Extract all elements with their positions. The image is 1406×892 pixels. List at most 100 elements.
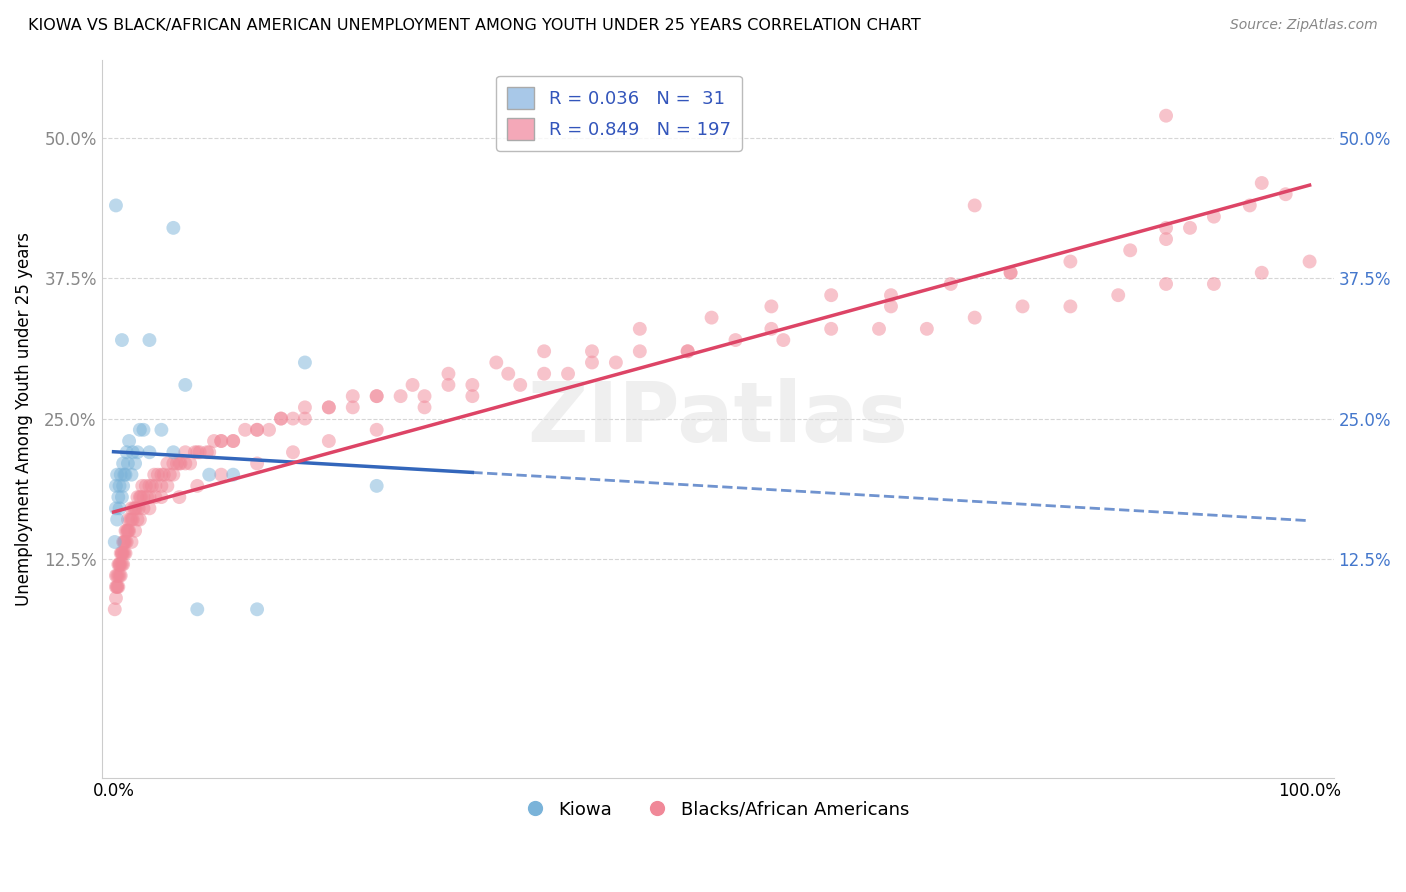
Point <box>366 389 388 403</box>
Point <box>700 310 723 325</box>
Point <box>132 490 155 504</box>
Point <box>880 288 903 302</box>
Point <box>581 344 603 359</box>
Point <box>257 423 280 437</box>
Point <box>366 389 388 403</box>
Point <box>127 490 149 504</box>
Point <box>461 378 484 392</box>
Point <box>318 401 340 415</box>
Point <box>186 602 208 616</box>
Point <box>117 512 139 526</box>
Point <box>915 322 938 336</box>
Point <box>108 479 131 493</box>
Point <box>108 558 131 572</box>
Point <box>138 445 160 459</box>
Point <box>150 479 173 493</box>
Point <box>108 558 131 572</box>
Point <box>246 423 269 437</box>
Point <box>110 546 132 560</box>
Point <box>118 524 141 538</box>
Point <box>724 333 747 347</box>
Point <box>114 524 136 538</box>
Point <box>112 546 135 560</box>
Point <box>111 546 134 560</box>
Point <box>209 434 232 448</box>
Point <box>104 535 127 549</box>
Point <box>270 411 292 425</box>
Text: Source: ZipAtlas.com: Source: ZipAtlas.com <box>1230 18 1378 32</box>
Point <box>128 490 150 504</box>
Point <box>132 501 155 516</box>
Point <box>114 467 136 482</box>
Point <box>162 220 184 235</box>
Point <box>108 568 131 582</box>
Point <box>104 568 127 582</box>
Point <box>111 333 134 347</box>
Point <box>152 467 174 482</box>
Point <box>246 457 269 471</box>
Point <box>104 479 127 493</box>
Point <box>120 512 142 526</box>
Point <box>112 479 135 493</box>
Point <box>366 423 388 437</box>
Point <box>104 501 127 516</box>
Point <box>174 457 197 471</box>
Point <box>179 457 201 471</box>
Point <box>156 457 179 471</box>
Point <box>150 423 173 437</box>
Point <box>121 512 143 526</box>
Point <box>1059 254 1081 268</box>
Point <box>105 512 128 526</box>
Point <box>820 288 842 302</box>
Point <box>1107 288 1129 302</box>
Point <box>156 479 179 493</box>
Point <box>184 445 207 459</box>
Point <box>150 467 173 482</box>
Point <box>145 490 167 504</box>
Point <box>1202 277 1225 291</box>
Point <box>294 401 316 415</box>
Point <box>124 457 146 471</box>
Point <box>281 445 304 459</box>
Point <box>294 355 316 369</box>
Point <box>509 378 531 392</box>
Point <box>557 367 579 381</box>
Point <box>115 524 138 538</box>
Point <box>121 467 143 482</box>
Point <box>117 457 139 471</box>
Point <box>128 501 150 516</box>
Point <box>169 490 191 504</box>
Point <box>112 535 135 549</box>
Point <box>107 580 129 594</box>
Point <box>246 602 269 616</box>
Point <box>342 401 364 415</box>
Point <box>121 445 143 459</box>
Point <box>128 423 150 437</box>
Point <box>1202 210 1225 224</box>
Point <box>281 411 304 425</box>
Point <box>112 535 135 549</box>
Point <box>581 355 603 369</box>
Point <box>128 512 150 526</box>
Point <box>1119 244 1142 258</box>
Point <box>114 546 136 560</box>
Point <box>533 367 555 381</box>
Point <box>1154 277 1177 291</box>
Point <box>145 479 167 493</box>
Point <box>141 479 163 493</box>
Point <box>117 524 139 538</box>
Point <box>198 445 221 459</box>
Point <box>131 479 153 493</box>
Point <box>121 501 143 516</box>
Point <box>105 580 128 594</box>
Point <box>270 411 292 425</box>
Point <box>169 457 191 471</box>
Point <box>1154 109 1177 123</box>
Point <box>122 501 145 516</box>
Text: ZIPatlas: ZIPatlas <box>527 378 908 459</box>
Point <box>138 501 160 516</box>
Point <box>1298 254 1320 268</box>
Point <box>1178 220 1201 235</box>
Point <box>198 467 221 482</box>
Point <box>127 512 149 526</box>
